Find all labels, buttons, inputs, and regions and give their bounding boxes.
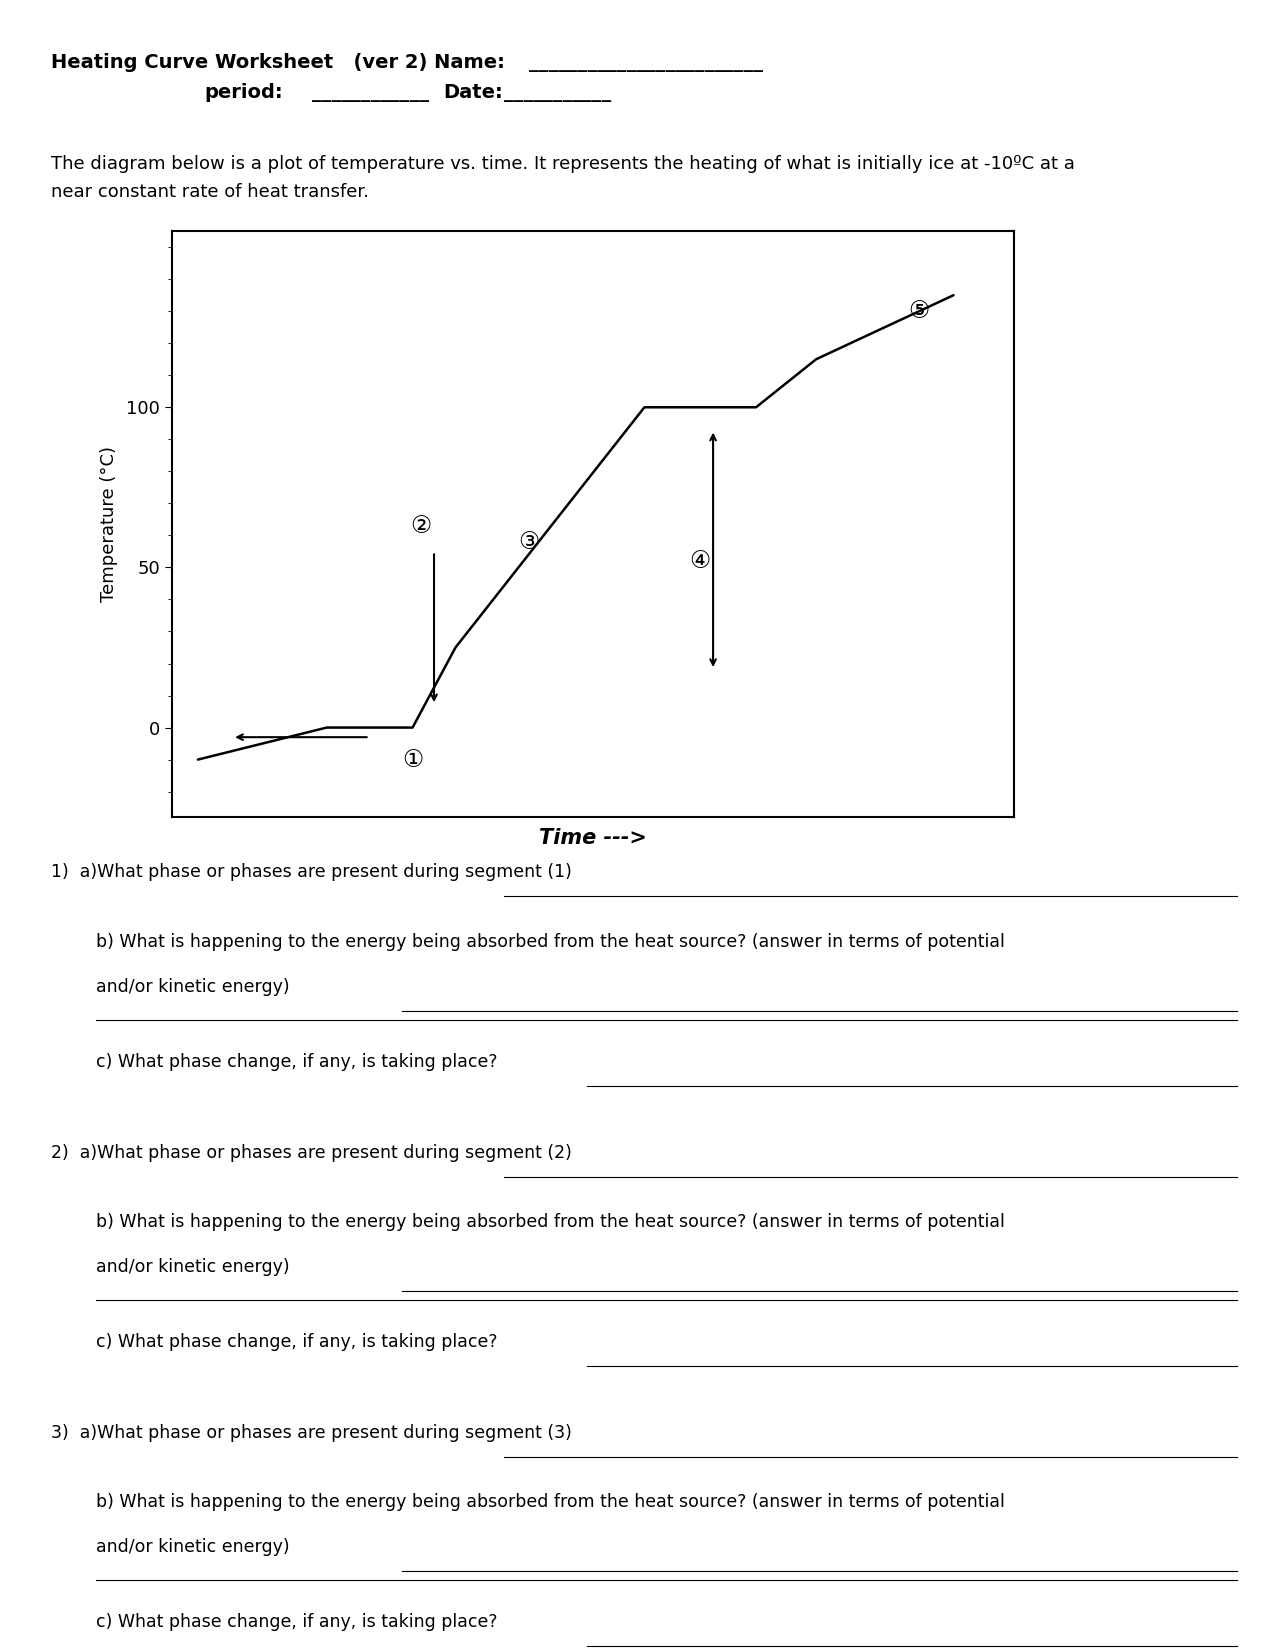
Text: c) What phase change, if any, is taking place?: c) What phase change, if any, is taking …: [96, 1332, 502, 1351]
Text: ________________________: ________________________: [529, 53, 764, 73]
Text: ④: ④: [690, 550, 710, 573]
Text: b) What is happening to the energy being absorbed from the heat source? (answer : b) What is happening to the energy being…: [96, 1213, 1005, 1232]
Text: ⑤: ⑤: [909, 299, 929, 324]
Text: near constant rate of heat transfer.: near constant rate of heat transfer.: [51, 183, 368, 201]
Text: Heating Curve Worksheet   (ver 2) Name:: Heating Curve Worksheet (ver 2) Name:: [51, 53, 505, 73]
Text: The diagram below is a plot of temperature vs. time. It represents the heating o: The diagram below is a plot of temperatu…: [51, 155, 1075, 173]
Text: b) What is happening to the energy being absorbed from the heat source? (answer : b) What is happening to the energy being…: [96, 933, 1005, 951]
Text: ③: ③: [518, 530, 539, 553]
Text: 1)  a)What phase or phases are present during segment (1): 1) a)What phase or phases are present du…: [51, 863, 578, 882]
X-axis label: Time --->: Time --->: [539, 829, 646, 849]
Text: ___________: ___________: [504, 83, 611, 102]
Text: and/or kinetic energy): and/or kinetic energy): [96, 1258, 295, 1276]
Text: 2)  a)What phase or phases are present during segment (2): 2) a)What phase or phases are present du…: [51, 1144, 578, 1162]
Text: Date:: Date:: [444, 83, 504, 102]
Text: ①: ①: [402, 748, 423, 771]
Text: c) What phase change, if any, is taking place?: c) What phase change, if any, is taking …: [96, 1613, 502, 1631]
Text: and/or kinetic energy): and/or kinetic energy): [96, 1537, 295, 1555]
Text: ____________: ____________: [312, 83, 430, 102]
Text: and/or kinetic energy): and/or kinetic energy): [96, 977, 295, 996]
Text: b) What is happening to the energy being absorbed from the heat source? (answer : b) What is happening to the energy being…: [96, 1493, 1005, 1511]
Text: 3)  a)What phase or phases are present during segment (3): 3) a)What phase or phases are present du…: [51, 1423, 578, 1441]
Text: period:: period:: [204, 83, 283, 102]
Text: ②: ②: [411, 513, 432, 538]
Text: c) What phase change, if any, is taking place?: c) What phase change, if any, is taking …: [96, 1053, 502, 1071]
Y-axis label: Temperature (°C): Temperature (°C): [101, 446, 119, 603]
